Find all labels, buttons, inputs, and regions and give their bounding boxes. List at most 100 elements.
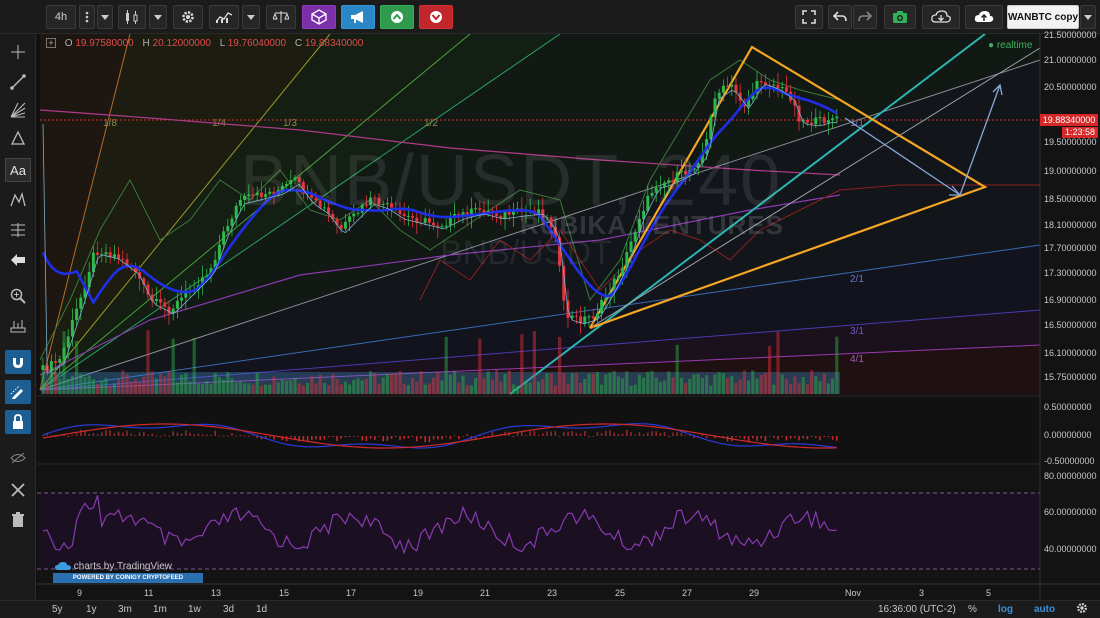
- magnet-icon[interactable]: [5, 350, 31, 374]
- macd-bar: [390, 436, 393, 439]
- macd-bar: [50, 435, 53, 437]
- lock-icon[interactable]: [5, 410, 31, 434]
- volume-bar: [579, 382, 583, 394]
- volume-bar: [121, 370, 125, 394]
- interval-button[interactable]: 4h: [46, 5, 76, 29]
- candle-body: [348, 216, 352, 222]
- compare-dropdown-icon[interactable]: [1080, 5, 1096, 29]
- volume-bar: [490, 379, 494, 394]
- macd-bar: [701, 433, 704, 436]
- volume-bar: [280, 379, 284, 394]
- fib-retracement-icon[interactable]: [5, 218, 31, 242]
- triangle-pattern-icon[interactable]: [5, 126, 31, 150]
- measure-icon[interactable]: [5, 314, 31, 338]
- text-tool-icon[interactable]: Aa: [5, 158, 31, 182]
- candles-icon[interactable]: [118, 5, 146, 29]
- fullscreen-icon[interactable]: [795, 5, 823, 29]
- chart-area[interactable]: 1/8 1/4 1/3 1/2 1/1 2/1 3/1 4/1: [37, 33, 1100, 600]
- close-label: C: [294, 38, 303, 49]
- range-button[interactable]: 1m: [153, 604, 167, 615]
- candle-body: [440, 226, 444, 228]
- gear-icon[interactable]: [1076, 602, 1088, 617]
- eye-hidden-icon[interactable]: [5, 446, 31, 470]
- time-axis-label: 25: [615, 588, 626, 598]
- price-axis-label: 18.10000000: [1044, 220, 1097, 230]
- macd-bar: [491, 431, 494, 436]
- time-axis-label: 13: [211, 588, 222, 598]
- stay-drawing-icon[interactable]: [5, 380, 31, 404]
- zoom-icon[interactable]: [5, 284, 31, 308]
- downvote-icon[interactable]: [419, 5, 453, 29]
- cloud-download-icon[interactable]: [922, 5, 960, 29]
- pattern-tool-icon[interactable]: [5, 188, 31, 212]
- range-button[interactable]: 3d: [223, 604, 235, 615]
- candle-body: [495, 213, 499, 216]
- indicators-dropdown-icon[interactable]: [242, 5, 260, 29]
- volume-bar: [247, 383, 251, 394]
- arrow-left-icon[interactable]: [5, 248, 31, 272]
- gear-icon[interactable]: [173, 5, 203, 29]
- volume-bar: [503, 373, 507, 394]
- candle-body: [180, 297, 184, 301]
- undo-icon[interactable]: [828, 5, 852, 29]
- candle-body: [650, 192, 654, 196]
- time-axis-label: 17: [346, 588, 357, 598]
- candle-body: [280, 186, 284, 191]
- candle-body: [125, 259, 129, 267]
- macd-bar: [71, 435, 74, 437]
- log-toggle[interactable]: log: [998, 604, 1013, 615]
- range-button[interactable]: 1w: [188, 604, 201, 615]
- cube-icon[interactable]: [302, 5, 336, 29]
- macd-bar: [462, 435, 464, 437]
- volume-bar: [789, 383, 793, 394]
- candle-body: [474, 208, 478, 210]
- open-value: 19.97580000: [75, 38, 134, 49]
- candle-body: [679, 170, 683, 173]
- volume-bar: [600, 384, 604, 394]
- candle-body: [184, 291, 188, 298]
- volume-bar: [327, 385, 331, 394]
- gann-sector: [40, 345, 1040, 395]
- volume-bar: [66, 379, 70, 394]
- trash-icon[interactable]: [5, 508, 31, 532]
- crosshair-icon[interactable]: [5, 40, 31, 64]
- percent-toggle[interactable]: %: [968, 604, 977, 615]
- candle-body: [381, 203, 385, 205]
- gann-fan-icon[interactable]: [5, 98, 31, 122]
- volume-bar: [772, 384, 776, 394]
- macd-bar: [185, 430, 187, 436]
- volume-bar: [402, 383, 406, 394]
- candle-body: [432, 222, 436, 226]
- range-button[interactable]: 3m: [118, 604, 132, 615]
- trend-line-icon[interactable]: [5, 70, 31, 94]
- indicators-icon[interactable]: [209, 5, 239, 29]
- cloud-upload-icon[interactable]: [965, 5, 1003, 29]
- macd-bar: [663, 432, 666, 436]
- interval-dropdown-icon[interactable]: [97, 5, 113, 29]
- megaphone-icon[interactable]: [341, 5, 375, 29]
- compare-symbol-button[interactable]: WANBTC copy: [1007, 5, 1079, 29]
- tools-icon[interactable]: [5, 478, 31, 502]
- chart-type-dropdown-icon[interactable]: [149, 5, 167, 29]
- chart-canvas[interactable]: 1/8 1/4 1/3 1/2 1/1 2/1 3/1 4/1: [37, 33, 1100, 600]
- candle-body: [108, 252, 112, 258]
- macd-bar: [609, 430, 611, 436]
- tradingview-credit[interactable]: charts by TradingView: [55, 561, 172, 572]
- volume-bar: [285, 380, 289, 394]
- auto-toggle[interactable]: auto: [1034, 604, 1056, 615]
- macd-bar: [550, 431, 552, 436]
- upvote-icon[interactable]: [380, 5, 414, 29]
- candle-body: [663, 182, 667, 187]
- more-icon[interactable]: [79, 5, 95, 29]
- compare-scale-icon[interactable]: [266, 5, 296, 29]
- redo-icon[interactable]: [853, 5, 877, 29]
- volume-bar: [566, 383, 570, 394]
- range-button[interactable]: 1y: [86, 604, 97, 615]
- macd-bar: [458, 436, 460, 440]
- plus-icon[interactable]: +: [46, 38, 56, 48]
- camera-icon[interactable]: [884, 5, 916, 29]
- range-button[interactable]: 1d: [256, 604, 268, 615]
- volume-bar: [474, 378, 478, 394]
- range-button[interactable]: 5y: [52, 604, 63, 615]
- macd-bar: [386, 436, 389, 441]
